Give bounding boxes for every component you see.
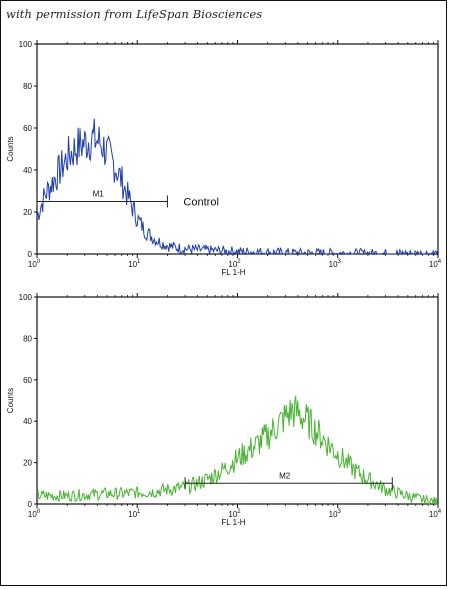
- x-tick-exponent: 1: [137, 509, 141, 515]
- y-tick-label: 0: [28, 500, 33, 509]
- marker-label: M2: [279, 471, 291, 480]
- plot-frame: [36, 43, 439, 255]
- x-tick-exponent: 2: [237, 509, 241, 515]
- x-tick-exponent: 3: [338, 509, 342, 515]
- marker-label: M1: [93, 190, 105, 199]
- y-tick-label: 60: [23, 376, 32, 385]
- y-axis-title: Counts: [6, 388, 15, 413]
- x-axis-title: FL 1-H: [221, 518, 245, 527]
- y-tick-label: 80: [23, 82, 32, 91]
- y-tick-label: 20: [23, 459, 32, 468]
- y-axis-title: Counts: [6, 136, 15, 161]
- x-tick-label: 102: [228, 509, 241, 519]
- y-tick-label: 60: [23, 124, 32, 133]
- x-tick-label: 104: [429, 259, 442, 269]
- x-tick-label: 101: [128, 509, 141, 519]
- x-tick-exponent: 4: [438, 259, 442, 265]
- histogram-series-line: [36, 395, 438, 505]
- credit-text: with permission from LifeSpan Bioscience…: [6, 7, 263, 21]
- y-tick-label: 40: [23, 417, 32, 426]
- y-tick-label: 40: [23, 166, 32, 175]
- x-tick-exponent: 2: [237, 259, 241, 265]
- x-tick-exponent: 0: [37, 259, 41, 265]
- x-tick-label: 103: [329, 509, 342, 519]
- x-axis-title: FL 1-H: [221, 268, 245, 277]
- x-tick-label: 102: [228, 259, 241, 269]
- x-tick-label: 104: [429, 509, 442, 519]
- y-tick-label: 80: [23, 334, 32, 343]
- x-tick-label: 101: [128, 259, 141, 269]
- x-tick-exponent: 1: [137, 259, 141, 265]
- y-tick-label: 20: [23, 208, 32, 217]
- y-tick-label: 100: [19, 293, 33, 302]
- histogram-series-line: [36, 118, 439, 256]
- x-tick-exponent: 0: [37, 509, 41, 515]
- x-tick-exponent: 3: [338, 259, 342, 265]
- x-tick-label: 100: [28, 259, 41, 269]
- plot-frame: [36, 296, 439, 505]
- x-tick-exponent: 4: [438, 509, 442, 515]
- y-tick-label: 0: [28, 250, 33, 259]
- sample-annotation: Control: [183, 197, 218, 209]
- x-tick-label: 103: [329, 259, 342, 269]
- x-tick-label: 100: [28, 509, 41, 519]
- y-tick-label: 100: [19, 40, 33, 49]
